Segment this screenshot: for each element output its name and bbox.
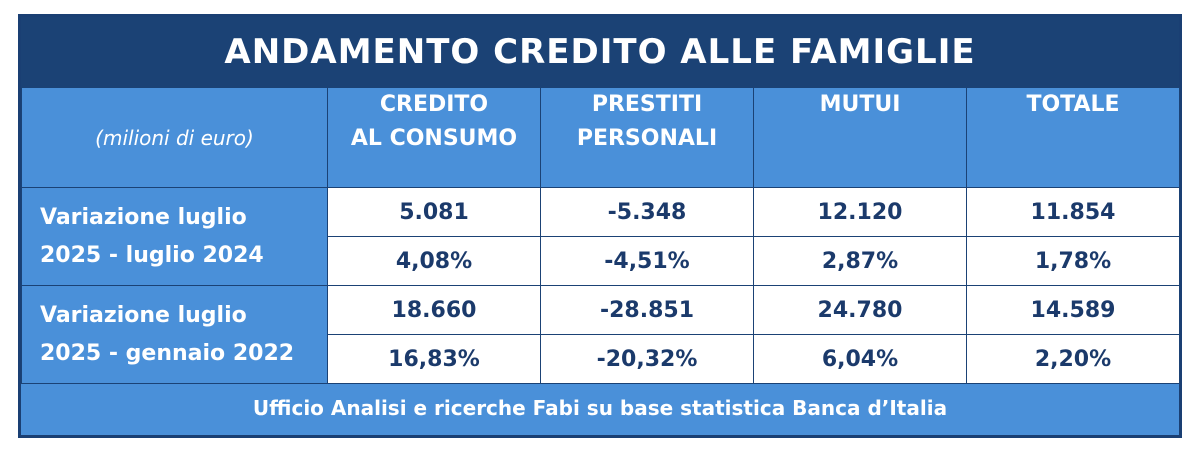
row-label-line: 2025 - gennaio 2022 bbox=[40, 340, 295, 366]
table-title: ANDAMENTO CREDITO ALLE FAMIGLIE bbox=[21, 17, 1179, 87]
row-label-line: 2025 - luglio 2024 bbox=[40, 242, 264, 268]
value-cell: 5.081 bbox=[327, 187, 541, 237]
value-cell: -28.851 bbox=[540, 285, 754, 335]
unit-label: (milioni di euro) bbox=[21, 87, 328, 188]
row-label-group-2: Variazione luglio 2025 - gennaio 2022 bbox=[21, 285, 328, 384]
column-header-line: TOTALE bbox=[1026, 92, 1120, 117]
source-footer: Ufficio Analisi e ricerche Fabi su base … bbox=[252, 395, 948, 420]
row-label-line: Variazione luglio bbox=[40, 204, 247, 230]
value-cell: 14.589 bbox=[966, 285, 1180, 335]
value-cell: 18.660 bbox=[327, 285, 541, 335]
percent-cell: 2,20% bbox=[966, 334, 1180, 384]
column-header-prestiti: PRESTITI PERSONALI bbox=[540, 87, 754, 188]
table-row: Variazione luglio 2025 - luglio 2024 5.0… bbox=[21, 187, 1180, 286]
column-header-line: PRESTITI bbox=[591, 92, 703, 117]
column-header-line: AL CONSUMO bbox=[350, 126, 518, 151]
table-row: Variazione luglio 2025 - gennaio 2022 18… bbox=[21, 285, 1180, 384]
percent-cell: 16,83% bbox=[327, 334, 541, 384]
column-header-line: PERSONALI bbox=[576, 126, 718, 151]
table-row: 16,83% -20,32% 6,04% 2,20% bbox=[22, 334, 1180, 384]
percent-cell: 2,87% bbox=[753, 236, 967, 286]
column-header-line: CREDITO bbox=[379, 92, 489, 117]
value-cell: 12.120 bbox=[753, 187, 967, 237]
percent-cell: -4,51% bbox=[540, 236, 754, 286]
column-header-line: MUTUI bbox=[819, 92, 901, 117]
row-label-line: Variazione luglio bbox=[40, 302, 247, 328]
column-header-credito: CREDITO AL CONSUMO bbox=[327, 87, 541, 188]
value-cell: 11.854 bbox=[966, 187, 1180, 237]
percent-cell: 4,08% bbox=[327, 236, 541, 286]
percent-cell: 1,78% bbox=[966, 236, 1180, 286]
row-label-group-1: Variazione luglio 2025 - luglio 2024 bbox=[21, 187, 328, 286]
column-header-totale: TOTALE bbox=[966, 87, 1180, 188]
column-header-mutui: MUTUI bbox=[753, 87, 967, 188]
percent-cell: -20,32% bbox=[540, 334, 754, 384]
table-row: 4,08% -4,51% 2,87% 1,78% bbox=[22, 236, 1180, 286]
table-frame: ANDAMENTO CREDITO ALLE FAMIGLIE (milioni… bbox=[18, 14, 1182, 438]
header-row: (milioni di euro) CREDITO AL CONSUMO PRE… bbox=[21, 87, 1180, 188]
credit-table: (milioni di euro) CREDITO AL CONSUMO PRE… bbox=[21, 87, 1180, 384]
value-cell: -5.348 bbox=[540, 187, 754, 237]
value-cell: 24.780 bbox=[753, 285, 967, 335]
percent-cell: 6,04% bbox=[753, 334, 967, 384]
